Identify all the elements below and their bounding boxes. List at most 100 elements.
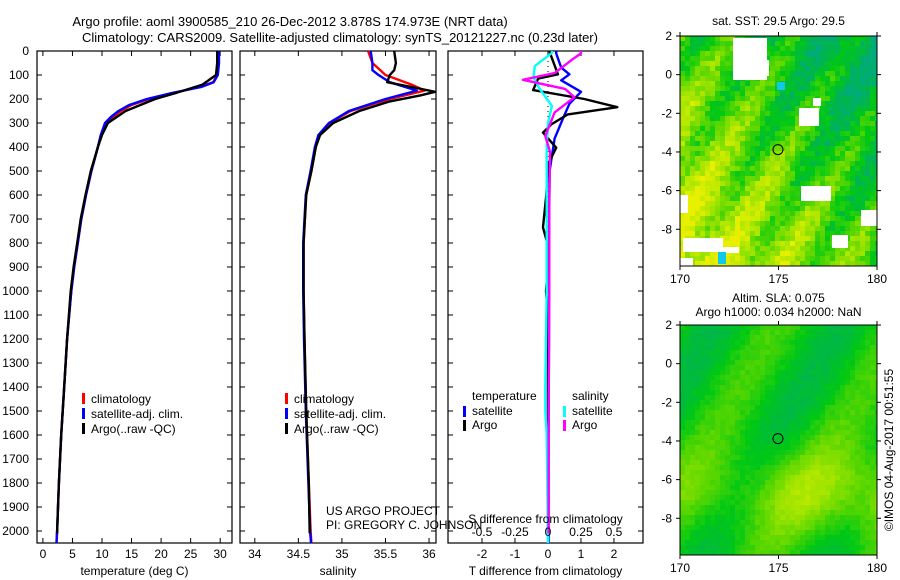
map-cell bbox=[795, 515, 800, 520]
map-cell bbox=[825, 251, 830, 256]
map-cell bbox=[705, 355, 710, 360]
map-cell bbox=[860, 500, 865, 505]
map-cell bbox=[850, 530, 855, 535]
map-cell bbox=[770, 490, 775, 495]
map-cell bbox=[770, 156, 775, 161]
map-cell bbox=[770, 206, 775, 211]
map-cell bbox=[780, 206, 785, 211]
map-cell bbox=[780, 166, 785, 171]
map-cell bbox=[730, 405, 735, 410]
map-cell bbox=[740, 525, 745, 530]
map-cell bbox=[830, 181, 835, 186]
map-cell bbox=[815, 550, 820, 555]
map-cell bbox=[750, 96, 755, 101]
map-cell bbox=[780, 131, 785, 136]
map-cell bbox=[875, 121, 877, 126]
map-cell bbox=[800, 81, 805, 86]
map-cell bbox=[765, 46, 770, 51]
map-cell bbox=[800, 345, 805, 350]
map-cell bbox=[790, 495, 795, 500]
map-cell bbox=[765, 196, 770, 201]
map-cell bbox=[825, 350, 830, 355]
map-cell bbox=[780, 325, 785, 330]
map-cell bbox=[835, 231, 840, 236]
map-cell bbox=[715, 181, 720, 186]
map-cell bbox=[825, 485, 830, 490]
map-cell bbox=[790, 191, 795, 196]
map-cell bbox=[725, 395, 730, 400]
map-cell bbox=[805, 236, 810, 241]
map-cell bbox=[710, 330, 715, 335]
map-cell bbox=[780, 216, 785, 221]
map-cell bbox=[735, 121, 740, 126]
map-cell bbox=[710, 400, 715, 405]
map-cell bbox=[710, 455, 715, 460]
map-cell bbox=[845, 96, 850, 101]
map-cell bbox=[780, 196, 785, 201]
map-cell bbox=[760, 151, 765, 156]
map-cell bbox=[875, 61, 877, 66]
map-cell bbox=[825, 515, 830, 520]
map-cell bbox=[775, 365, 780, 370]
map-cell bbox=[765, 490, 770, 495]
map-cell bbox=[860, 420, 865, 425]
map-cell bbox=[845, 46, 850, 51]
map-cell bbox=[695, 186, 700, 191]
map-cell bbox=[855, 460, 860, 465]
map-cell bbox=[750, 201, 755, 206]
map-cell bbox=[730, 360, 735, 365]
map-cell bbox=[765, 370, 770, 375]
map-cell bbox=[705, 505, 710, 510]
map-cell bbox=[780, 330, 785, 335]
map-cell bbox=[690, 550, 695, 555]
map-cell bbox=[755, 360, 760, 365]
map-cell bbox=[875, 171, 877, 176]
map-cell bbox=[795, 510, 800, 515]
map-cell bbox=[845, 550, 850, 555]
map-cell bbox=[850, 146, 855, 151]
map-cell bbox=[695, 116, 700, 121]
map-cell bbox=[695, 91, 700, 96]
map-cell bbox=[800, 515, 805, 520]
map-cell bbox=[790, 166, 795, 171]
map-cell bbox=[695, 530, 700, 535]
map-cell bbox=[860, 490, 865, 495]
map-cell bbox=[690, 176, 695, 181]
map-cell bbox=[865, 550, 870, 555]
map-cell bbox=[690, 136, 695, 141]
map-cell bbox=[685, 216, 690, 221]
map-cell bbox=[840, 450, 845, 455]
legend-swatch bbox=[463, 406, 466, 417]
map-cell bbox=[730, 430, 735, 435]
map-cell bbox=[715, 455, 720, 460]
map-cell bbox=[830, 76, 835, 81]
map-cell bbox=[790, 76, 795, 81]
map-cell bbox=[690, 106, 695, 111]
map-cell bbox=[770, 365, 775, 370]
map-cell bbox=[770, 161, 775, 166]
map-cell bbox=[825, 236, 830, 241]
map-cell bbox=[810, 425, 815, 430]
map-cell bbox=[715, 211, 720, 216]
map-cell bbox=[750, 330, 755, 335]
map-cell bbox=[795, 430, 800, 435]
map-cell bbox=[870, 495, 875, 500]
map-cell bbox=[820, 490, 825, 495]
map-cell bbox=[790, 410, 795, 415]
map-cell bbox=[830, 46, 835, 51]
map-cell bbox=[840, 96, 845, 101]
map-cell bbox=[750, 111, 755, 116]
map-cell bbox=[865, 261, 870, 266]
map-cell bbox=[750, 365, 755, 370]
map-cell bbox=[810, 440, 815, 445]
map-cell bbox=[800, 355, 805, 360]
map-cell bbox=[765, 251, 770, 256]
map-cell bbox=[680, 550, 685, 555]
map-cell bbox=[845, 186, 850, 191]
map-cell bbox=[775, 390, 780, 395]
map-cell bbox=[685, 450, 690, 455]
map-cell bbox=[840, 440, 845, 445]
map-cell bbox=[805, 550, 810, 555]
map-cell bbox=[825, 495, 830, 500]
map-cell bbox=[805, 226, 810, 231]
